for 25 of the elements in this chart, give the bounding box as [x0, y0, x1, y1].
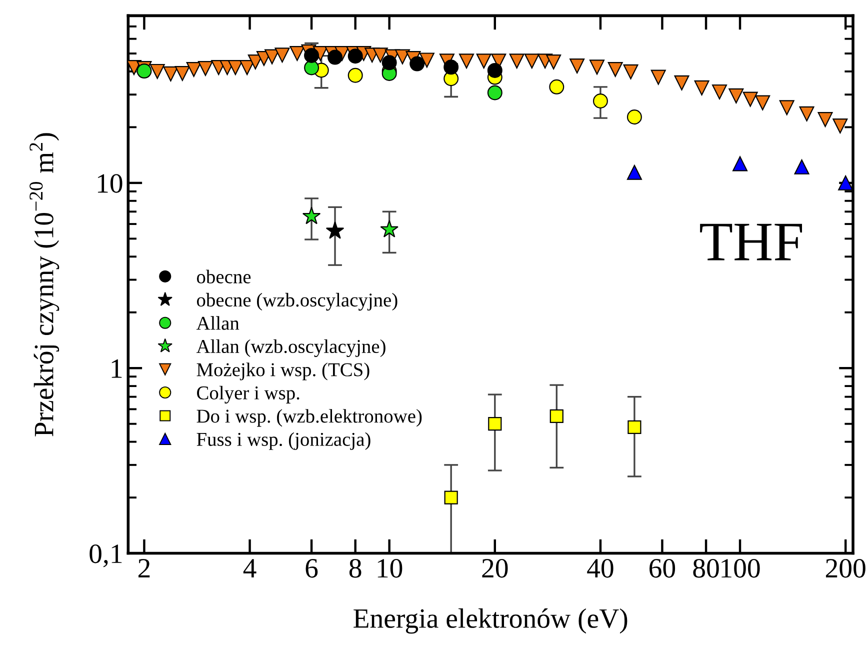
y-tick-label: 0,1	[90, 544, 122, 568]
x-tick-label: 8	[349, 558, 362, 578]
y-tick-label: 1	[112, 359, 122, 378]
x-tick-label: 20	[482, 558, 508, 578]
x-tick-label: 100	[722, 558, 760, 578]
legend-label: Fuss i wsp. (jonizacja)	[196, 432, 370, 450]
x-tick-label: 4	[243, 559, 256, 578]
y-axis-title: Przekrój czynny (10$^{−20}$ m$^{2}$)	[30, 133, 60, 436]
x-tick-label: 60	[650, 558, 676, 578]
x-tick-label: 10	[378, 558, 402, 578]
x-tick-label: 200	[826, 558, 866, 578]
x-axis-title: Energia elektronów (eV)	[354, 608, 628, 634]
legend-label: Możejko i wsp. (TCS)	[196, 362, 370, 380]
legend-label: Do i wsp. (wzb.elektronowe)	[196, 409, 422, 427]
legend-label: obecne (wzb.oscylacyjne)	[196, 292, 398, 311]
legend-label: obecne	[196, 270, 251, 284]
x-tick-label: 6	[306, 559, 318, 578]
x-tick-label: 80	[693, 558, 719, 578]
x-tick-label: 40	[587, 558, 614, 578]
annotation: THF	[700, 224, 802, 260]
legend-label: Colyer i wsp.	[197, 386, 300, 404]
legend-label: Allan	[196, 316, 240, 330]
y-tick-label: 10	[98, 174, 122, 193]
x-tick-label: 2	[138, 559, 150, 578]
legend-label: Allan (wzb.oscylacyjne)	[196, 339, 386, 358]
